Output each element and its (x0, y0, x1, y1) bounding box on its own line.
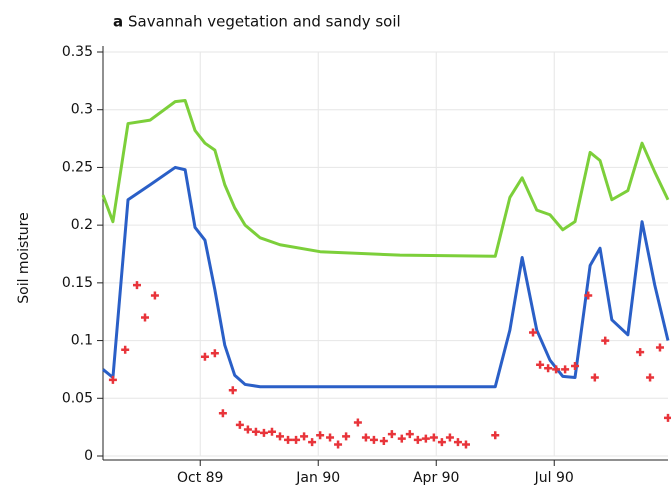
point (292, 435, 301, 444)
y-tick-label: 0.2 (71, 217, 93, 233)
point (267, 427, 276, 436)
point (121, 345, 130, 354)
point (584, 291, 593, 300)
point (529, 328, 538, 337)
point (132, 281, 141, 290)
point (379, 436, 388, 445)
point (544, 364, 553, 373)
point (387, 430, 396, 439)
line (102, 165, 670, 389)
x-tick-label: Apr 90 (413, 470, 459, 486)
point (251, 427, 260, 436)
point (361, 433, 370, 442)
y-tick-label: 0 (84, 448, 93, 464)
point (308, 438, 317, 447)
point (590, 373, 599, 382)
line (101, 98, 670, 258)
point (334, 440, 343, 449)
y-tick-label: 0.25 (62, 159, 93, 175)
point (646, 373, 655, 382)
point (421, 434, 430, 443)
x-tick-label: Jul 90 (534, 470, 574, 486)
point (601, 336, 610, 345)
point (437, 438, 446, 447)
panel-label: a (113, 13, 123, 31)
point (243, 425, 252, 434)
point (552, 365, 561, 374)
point (453, 438, 462, 447)
point (405, 430, 414, 439)
y-axis-label: Soil moisture (16, 212, 32, 304)
point (284, 435, 293, 444)
point (536, 360, 545, 369)
point (664, 413, 671, 422)
point (300, 432, 309, 441)
chart-title: Savannah vegetation and sandy soil (128, 13, 401, 31)
point (210, 349, 219, 358)
point (397, 434, 406, 443)
y-tick-label: 0.35 (62, 44, 93, 60)
point (235, 420, 244, 429)
point (413, 435, 422, 444)
x-tick-label: Jan 90 (295, 470, 340, 486)
point (150, 291, 159, 300)
point (200, 352, 209, 361)
point (276, 432, 285, 441)
x-tick-label: Oct 89 (177, 470, 223, 486)
point (316, 431, 325, 440)
y-tick-label: 0.15 (62, 275, 93, 291)
point (445, 433, 454, 442)
point (655, 343, 664, 352)
y-tick-label: 0.1 (71, 333, 93, 349)
y-tick-label: 0.05 (62, 390, 93, 406)
point (342, 432, 351, 441)
point (561, 365, 570, 374)
point (491, 431, 500, 440)
point (326, 433, 335, 442)
y-tick-label: 0.3 (71, 102, 93, 118)
point (369, 435, 378, 444)
point (571, 361, 580, 370)
point (636, 348, 645, 357)
point (353, 418, 362, 427)
point (461, 440, 470, 449)
point (259, 428, 268, 437)
point (429, 433, 438, 442)
point (218, 409, 227, 418)
point (141, 313, 150, 322)
point (108, 375, 117, 384)
point (228, 386, 237, 395)
